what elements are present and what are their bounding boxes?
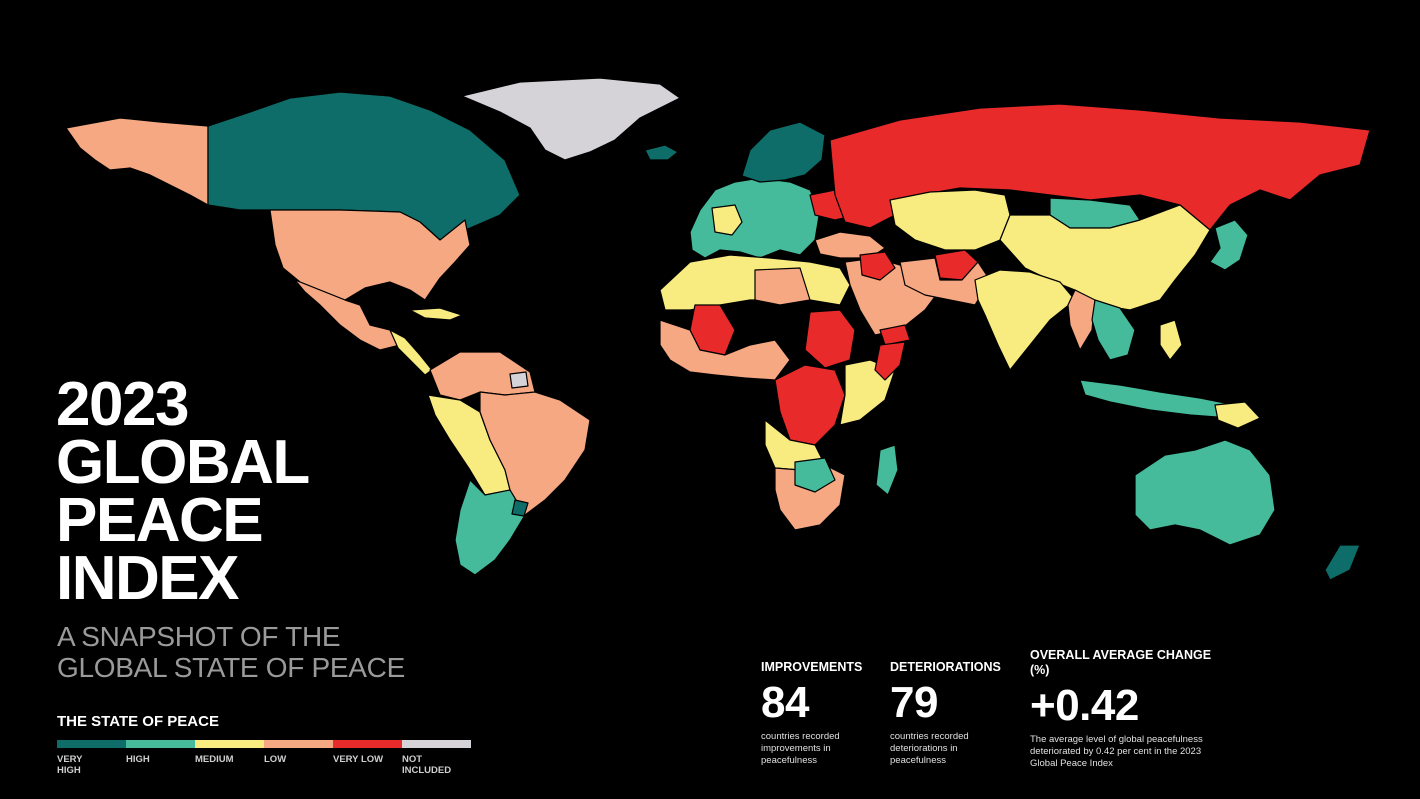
subtitle-line-2: GLOBAL STATE OF PEACE <box>57 652 405 683</box>
stat-average-description: The average level of global peacefulness… <box>1030 734 1203 769</box>
map-region-sudan <box>804 309 856 369</box>
map-region-brazil <box>479 391 591 516</box>
stat-deteriorations-value: 79 <box>890 678 938 727</box>
legend-swatch-very-low <box>333 740 402 748</box>
legend-swatch-low <box>264 740 333 748</box>
title-line-peace: PEACE <box>56 486 264 555</box>
map-region-iceland <box>644 144 679 161</box>
map-region-new-zealand <box>1324 544 1361 581</box>
map-region-southeast-asia <box>1091 299 1136 361</box>
legend-swatch-medium <box>195 740 264 748</box>
map-region-yemen <box>879 324 911 346</box>
map-region-uruguay <box>511 499 529 517</box>
map-region-philippines <box>1159 319 1183 361</box>
legend-label-medium: MEDIUM <box>195 754 234 765</box>
map-region-scandinavia <box>741 121 826 183</box>
subtitle-block: A SNAPSHOT OF THE GLOBAL STATE OF PEACE <box>57 621 405 683</box>
legend-label-high: HIGH <box>126 754 150 765</box>
map-region-australia <box>1134 439 1276 546</box>
map-region-central-america <box>389 329 433 376</box>
map-region-argentina-chile <box>454 479 526 576</box>
legend-label-very-high: VERY HIGH <box>57 754 83 776</box>
legend-swatch-high <box>126 740 195 748</box>
title-block: 2023 GLOBAL PEACE INDEX <box>56 370 310 613</box>
title-line-year: 2023 <box>56 370 189 439</box>
title-line-global: GLOBAL <box>56 428 310 497</box>
legend-title: THE STATE OF PEACE <box>57 713 219 730</box>
subtitle-line-1: A SNAPSHOT OF THE <box>57 621 341 652</box>
legend-label-very-low: VERY LOW <box>333 754 384 765</box>
map-region-myanmar <box>1067 289 1096 351</box>
legend-swatch-not-included <box>402 740 471 748</box>
map-region-japan <box>1209 219 1249 271</box>
map-region-china <box>999 204 1211 311</box>
stat-improvements-description: countries recorded improvements in peace… <box>761 731 840 766</box>
stat-improvements-value: 84 <box>761 678 809 727</box>
map-region-india <box>974 269 1076 371</box>
map-region-papua <box>1214 401 1261 429</box>
map-region-alaska <box>65 117 209 206</box>
legend: THE STATE OF PEACE VERY HIGH HIGH MEDIUM… <box>57 713 471 776</box>
map-region-indonesia <box>1079 379 1236 419</box>
map-region-europe <box>689 177 821 259</box>
stat-improvements-heading: IMPROVEMENTS <box>761 660 863 674</box>
legend-label-not-included: NOT INCLUDED <box>402 754 452 776</box>
stat-average-change: OVERALL AVERAGE CHANGE (%) +0.42 The ave… <box>1030 648 1230 770</box>
map-region-central-africa <box>774 364 846 446</box>
stat-improvements: IMPROVEMENTS 84 countries recorded impro… <box>761 660 871 767</box>
title-line-index: INDEX <box>56 544 239 613</box>
map-region-caribbean <box>409 307 463 321</box>
map-region-libya <box>754 267 811 306</box>
legend-label-low: LOW <box>264 754 287 765</box>
map-region-central-asia <box>889 189 1011 251</box>
map-region-guiana <box>509 371 529 389</box>
stat-average-value: +0.42 <box>1030 681 1139 730</box>
map-region-madagascar <box>875 444 899 496</box>
map-region-greenland <box>461 77 681 161</box>
stat-deteriorations-heading: DETERIORATIONS <box>890 660 1001 674</box>
map-region-somalia <box>874 341 906 381</box>
stat-deteriorations-description: countries recorded deteriorations in pea… <box>890 731 969 766</box>
legend-bar <box>57 740 471 748</box>
legend-labels: VERY HIGH HIGH MEDIUM LOW VERY LOW NOT I… <box>57 754 471 776</box>
map-region-france <box>711 204 743 236</box>
map-region-syria-iraq <box>859 251 896 281</box>
stat-average-heading: OVERALL AVERAGE CHANGE (%) <box>1030 648 1212 677</box>
legend-swatch-very-high <box>57 740 126 748</box>
map-region-west-africa <box>659 319 791 381</box>
map-region-botswana <box>794 457 836 493</box>
stat-deteriorations: DETERIORATIONS 79 countries recorded det… <box>890 660 1001 767</box>
